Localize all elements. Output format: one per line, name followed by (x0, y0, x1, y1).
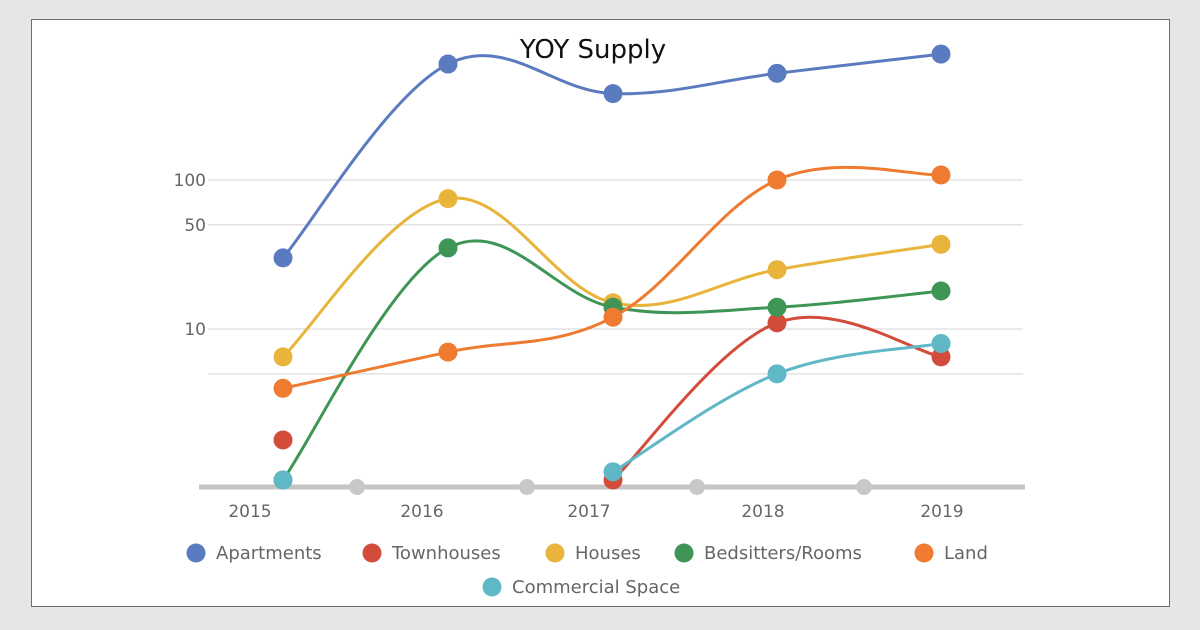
x-tick-labels: 2015 2016 2017 2018 2019 (228, 502, 963, 522)
series-bedsitters-rooms (273, 238, 951, 490)
chart-frame (31, 19, 1170, 607)
data-point (931, 165, 951, 185)
legend-marker (674, 543, 694, 563)
data-point (931, 333, 951, 353)
legend-marker (186, 543, 206, 563)
x-tick-label: 2015 (228, 502, 271, 522)
legend-item: Houses (545, 543, 641, 564)
legend-item: Townhouses (362, 543, 501, 564)
data-point (767, 364, 787, 384)
legend-label: Commercial Space (512, 577, 680, 598)
data-point (767, 63, 787, 83)
legend-label: Bedsitters/Rooms (704, 543, 862, 564)
legend-item: Apartments (186, 543, 322, 564)
data-point (438, 342, 458, 362)
series-line (611, 315, 942, 482)
x-tick-label: 2018 (741, 502, 784, 522)
data-point (767, 297, 787, 317)
legend-item: Bedsitters/Rooms (674, 543, 862, 564)
series-line (612, 341, 942, 474)
series-line (281, 52, 942, 259)
y-tick-label: 100 (174, 171, 206, 191)
series-apartments (273, 44, 951, 268)
axis-marker (349, 479, 365, 495)
legend-item: Land (914, 543, 988, 564)
data-point (603, 307, 623, 327)
data-point (767, 313, 787, 333)
data-point (931, 44, 951, 64)
series-layer (273, 44, 951, 490)
legend-label: Apartments (216, 543, 322, 564)
data-point (767, 170, 787, 190)
x-tick-label: 2019 (920, 502, 963, 522)
series-houses (273, 189, 951, 367)
series-commercial-space (273, 333, 951, 490)
legend-marker (914, 543, 934, 563)
chart-title: YOY Supply (519, 35, 666, 65)
series-land (273, 165, 951, 398)
legend-marker (482, 577, 502, 597)
data-point (273, 248, 293, 268)
data-point (273, 378, 293, 398)
y-tick-label: 10 (184, 320, 206, 340)
legend-label: Townhouses (391, 543, 501, 564)
legend-marker (545, 543, 565, 563)
data-point (931, 281, 951, 301)
legend-label: Houses (575, 543, 641, 564)
legend: Apartments Townhouses Houses Bedsitters/Roo… (186, 543, 988, 598)
y-tick-label: 50 (184, 216, 206, 236)
y-tick-labels: 10 50 100 (174, 171, 206, 340)
series-line (281, 239, 942, 481)
legend-label: Land (944, 543, 988, 564)
axis-marker (519, 479, 535, 495)
data-point (931, 347, 951, 367)
data-point (273, 430, 293, 450)
x-axis-markers (349, 479, 872, 495)
series-line (281, 196, 942, 358)
data-point (603, 84, 623, 104)
data-point (273, 347, 293, 367)
data-point (603, 462, 623, 482)
data-point (438, 238, 458, 258)
data-point (767, 260, 787, 280)
axis-marker (689, 479, 705, 495)
legend-item: Commercial Space (482, 577, 680, 598)
data-point (438, 189, 458, 209)
axis-marker (856, 479, 872, 495)
x-tick-label: 2017 (567, 502, 610, 522)
legend-marker (362, 543, 382, 563)
data-point (438, 54, 458, 74)
grid (208, 179, 1023, 375)
x-tick-label: 2016 (400, 502, 443, 522)
data-point (931, 234, 951, 254)
data-point (273, 470, 293, 490)
